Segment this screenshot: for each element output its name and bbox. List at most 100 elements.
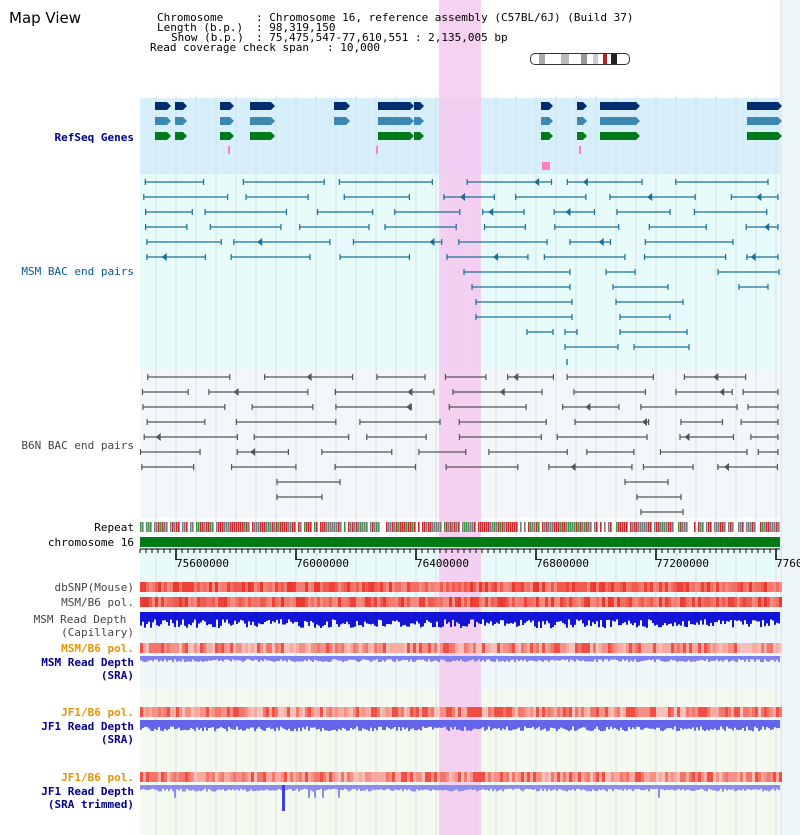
refseq-gene (577, 102, 583, 110)
depth-bar (280, 785, 282, 790)
chromosome-ideogram[interactable] (530, 53, 630, 65)
refseq-gene (414, 102, 420, 110)
heat-cell (767, 597, 770, 607)
heat-cell (566, 597, 569, 607)
heat-cell (539, 643, 542, 653)
heat-cell (569, 582, 572, 592)
heat-cell (152, 707, 155, 717)
heat-cell (161, 772, 164, 782)
heat-cell (449, 707, 452, 717)
heat-cell (527, 597, 530, 607)
heat-cell (563, 582, 566, 592)
heat-cell (434, 597, 437, 607)
depth-bar (486, 720, 488, 730)
repeat-mark (328, 522, 330, 532)
depth-bar (564, 612, 566, 625)
depth-bar (172, 720, 174, 727)
heat-cell (692, 643, 695, 653)
heat-cell (614, 597, 617, 607)
heat-cell (617, 772, 620, 782)
depth-bar (182, 785, 184, 792)
chromosome-bar (140, 537, 780, 547)
depth-bar (412, 785, 414, 792)
heat-cell (761, 707, 764, 717)
heat-cell (743, 643, 746, 653)
depth-bar (632, 785, 634, 792)
heat-cell (200, 582, 203, 592)
heat-cell (170, 643, 173, 653)
heat-cell (182, 597, 185, 607)
heat-cell (404, 772, 407, 782)
heat-cell (515, 707, 518, 717)
depth-bar (524, 785, 526, 790)
heat-cell (773, 707, 776, 717)
depth-bar (454, 720, 456, 727)
heat-cell (242, 772, 245, 782)
heat-cell (566, 707, 569, 717)
heat-cell (770, 643, 773, 653)
repeat-mark (550, 522, 552, 532)
repeat-mark (260, 522, 262, 532)
depth-bar (546, 656, 548, 661)
depth-bar (578, 612, 580, 621)
depth-bar (558, 656, 560, 661)
heat-cell (605, 643, 608, 653)
depth-bar (458, 612, 460, 624)
coverage-label: Read coverage check span (150, 41, 309, 54)
heat-cell (218, 707, 221, 717)
depth-bar (662, 720, 664, 732)
heat-cell (536, 707, 539, 717)
heat-cell (557, 772, 560, 782)
heat-cell (224, 597, 227, 607)
depth-bar (512, 656, 514, 660)
heat-cell (317, 597, 320, 607)
depth-bar (266, 656, 268, 661)
heat-cell (206, 707, 209, 717)
heat-cell (296, 643, 299, 653)
heat-cell (299, 707, 302, 717)
depth-bar (312, 656, 314, 662)
heat-cell (401, 597, 404, 607)
heat-cell (683, 772, 686, 782)
heat-cell (236, 772, 239, 782)
depth-bar (422, 720, 424, 727)
depth-bar (272, 785, 274, 791)
depth-bar (322, 785, 324, 798)
depth-bar (688, 785, 690, 790)
heat-cell (437, 582, 440, 592)
repeat-mark (378, 522, 380, 532)
depth-bar (354, 612, 356, 627)
depth-bar (544, 612, 546, 625)
heat-cell (686, 643, 689, 653)
heat-cell (596, 582, 599, 592)
heat-cell (176, 772, 179, 782)
repeat-mark (620, 522, 622, 532)
depth-bar (320, 720, 322, 732)
repeat-mark (162, 522, 164, 532)
heat-cell (701, 597, 704, 607)
heat-cell (620, 772, 623, 782)
depth-bar (418, 720, 420, 730)
depth-bar (724, 612, 726, 624)
depth-bar (402, 785, 404, 792)
depth-bar (182, 612, 184, 620)
depth-bar (720, 656, 722, 661)
heat-cell (689, 643, 692, 653)
heat-cell (176, 707, 179, 717)
depth-bar (486, 656, 488, 660)
depth-bar (712, 612, 714, 626)
repeat-mark (192, 522, 194, 532)
heat-cell (560, 707, 563, 717)
refseq-gene (220, 102, 230, 110)
depth-bar (460, 612, 462, 628)
heat-cell (452, 582, 455, 592)
depth-bar (634, 720, 636, 730)
heat-cell (179, 582, 182, 592)
heat-cell (761, 772, 764, 782)
heat-cell (575, 643, 578, 653)
heat-cell (569, 772, 572, 782)
depth-bar (166, 720, 168, 731)
heat-cell (605, 582, 608, 592)
depth-bar (202, 612, 204, 621)
